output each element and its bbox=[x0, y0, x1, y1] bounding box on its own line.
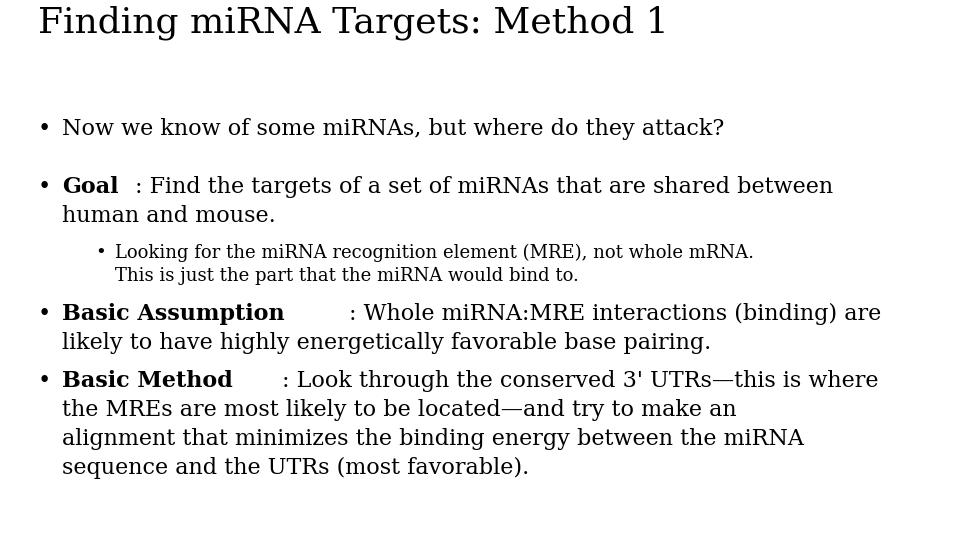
Text: •: • bbox=[38, 176, 51, 198]
Text: Finding miRNA Targets: Method 1: Finding miRNA Targets: Method 1 bbox=[38, 5, 669, 40]
Text: This is just the part that the miRNA would bind to.: This is just the part that the miRNA wou… bbox=[115, 267, 579, 285]
Text: : Look through the conserved 3' UTRs—this is where: : Look through the conserved 3' UTRs—thi… bbox=[282, 370, 878, 392]
Text: likely to have highly energetically favorable base pairing.: likely to have highly energetically favo… bbox=[62, 332, 711, 354]
Text: alignment that minimizes the binding energy between the miRNA: alignment that minimizes the binding ene… bbox=[62, 428, 804, 450]
Text: •: • bbox=[95, 244, 106, 262]
Text: •: • bbox=[38, 118, 51, 140]
Text: •: • bbox=[38, 370, 51, 392]
Text: human and mouse.: human and mouse. bbox=[62, 205, 276, 227]
Text: Basic Method: Basic Method bbox=[62, 370, 232, 392]
Text: Now we know of some miRNAs, but where do they attack?: Now we know of some miRNAs, but where do… bbox=[62, 118, 724, 140]
Text: Looking for the miRNA recognition element (MRE), not whole mRNA.: Looking for the miRNA recognition elemen… bbox=[115, 244, 754, 262]
Text: Basic Assumption: Basic Assumption bbox=[62, 303, 284, 325]
Text: : Find the targets of a set of miRNAs that are shared between: : Find the targets of a set of miRNAs th… bbox=[135, 176, 833, 198]
Text: sequence and the UTRs (most favorable).: sequence and the UTRs (most favorable). bbox=[62, 457, 529, 479]
Text: : Whole miRNA:MRE interactions (binding) are: : Whole miRNA:MRE interactions (binding)… bbox=[349, 303, 881, 325]
Text: the MREs are most likely to be located—and try to make an: the MREs are most likely to be located—a… bbox=[62, 399, 736, 421]
Text: •: • bbox=[38, 303, 51, 325]
Text: Goal: Goal bbox=[62, 176, 118, 198]
